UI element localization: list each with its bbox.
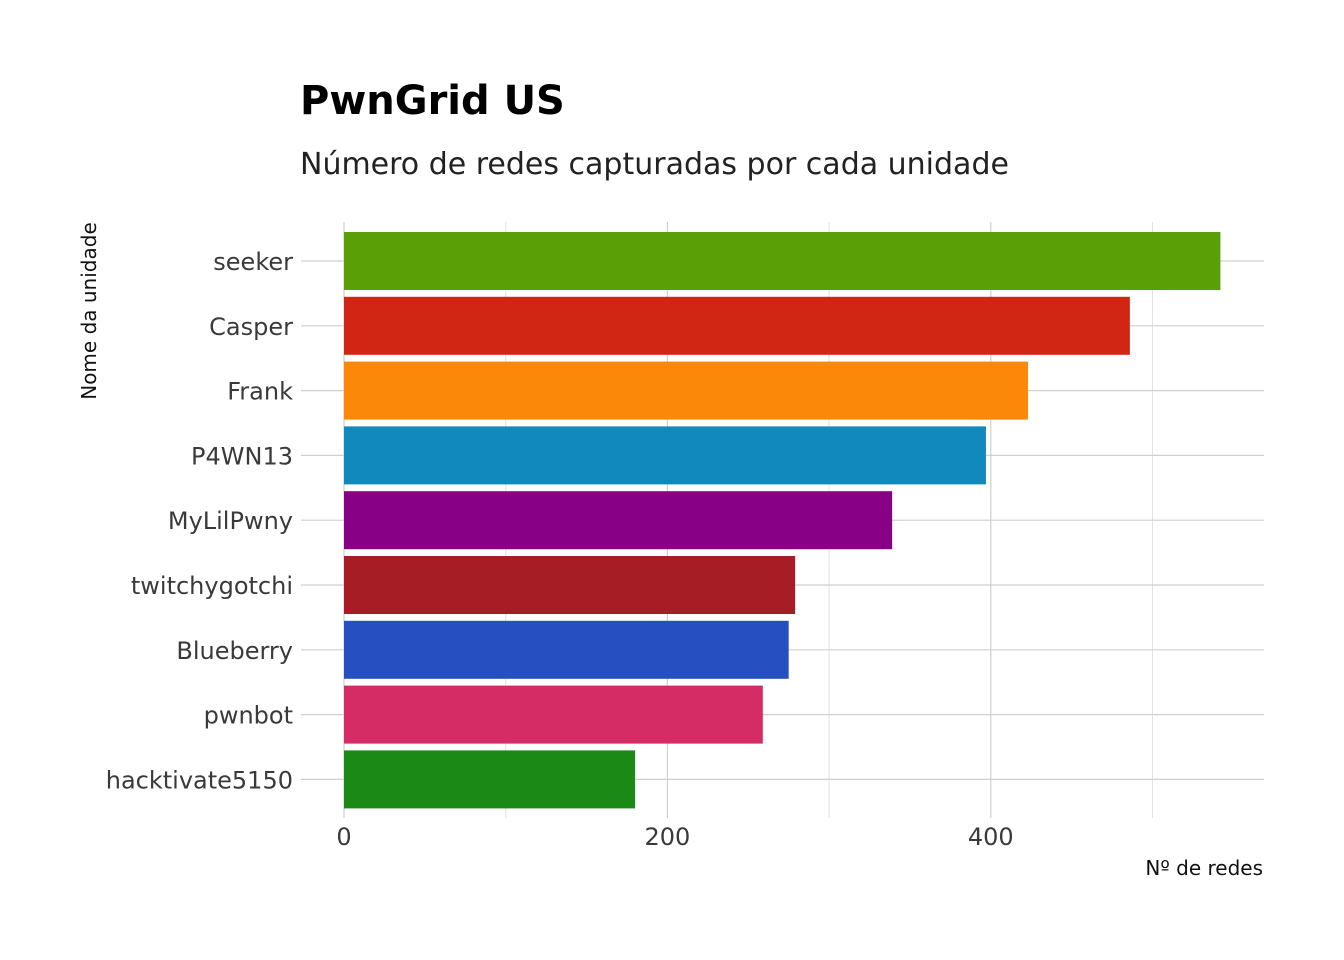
category-label: twitchygotchi [131, 572, 293, 600]
bar-twitchygotchi [344, 556, 796, 614]
category-label: Casper [209, 313, 293, 341]
bar-casper [344, 296, 1130, 355]
x-axis-title: Nº de redes [1145, 856, 1263, 880]
bar-seeker [344, 232, 1221, 290]
category-label: pwnbot [204, 702, 293, 730]
x-tick-labels: 0 200 400 [336, 823, 1013, 851]
category-labels: seeker Casper Frank P4WN13 MyLilPwny twitchyg… [106, 248, 293, 794]
bar-p4wn13 [344, 426, 986, 485]
bar-blueberry [344, 620, 789, 679]
bar-pwnbot [344, 685, 763, 744]
x-tick-label: 400 [968, 823, 1014, 851]
x-tick-label: 200 [644, 823, 690, 851]
category-label: Blueberry [176, 637, 293, 665]
category-label: Frank [227, 378, 293, 406]
bar-hacktivate5150 [344, 750, 636, 809]
category-label: P4WN13 [191, 442, 293, 470]
chart-subtitle: Número de redes capturadas por cada unid… [300, 147, 1009, 182]
y-axis-title: Nome da unidade [77, 222, 101, 400]
category-label: MyLilPwny [168, 507, 293, 535]
chart-title: PwnGrid US [300, 78, 565, 124]
category-label: seeker [213, 248, 293, 276]
bar-mylilpwny [344, 491, 893, 550]
x-tick-label: 0 [336, 823, 351, 851]
category-label: hacktivate5150 [106, 766, 293, 794]
bar-frank [344, 361, 1028, 420]
bars-group [344, 232, 1221, 809]
